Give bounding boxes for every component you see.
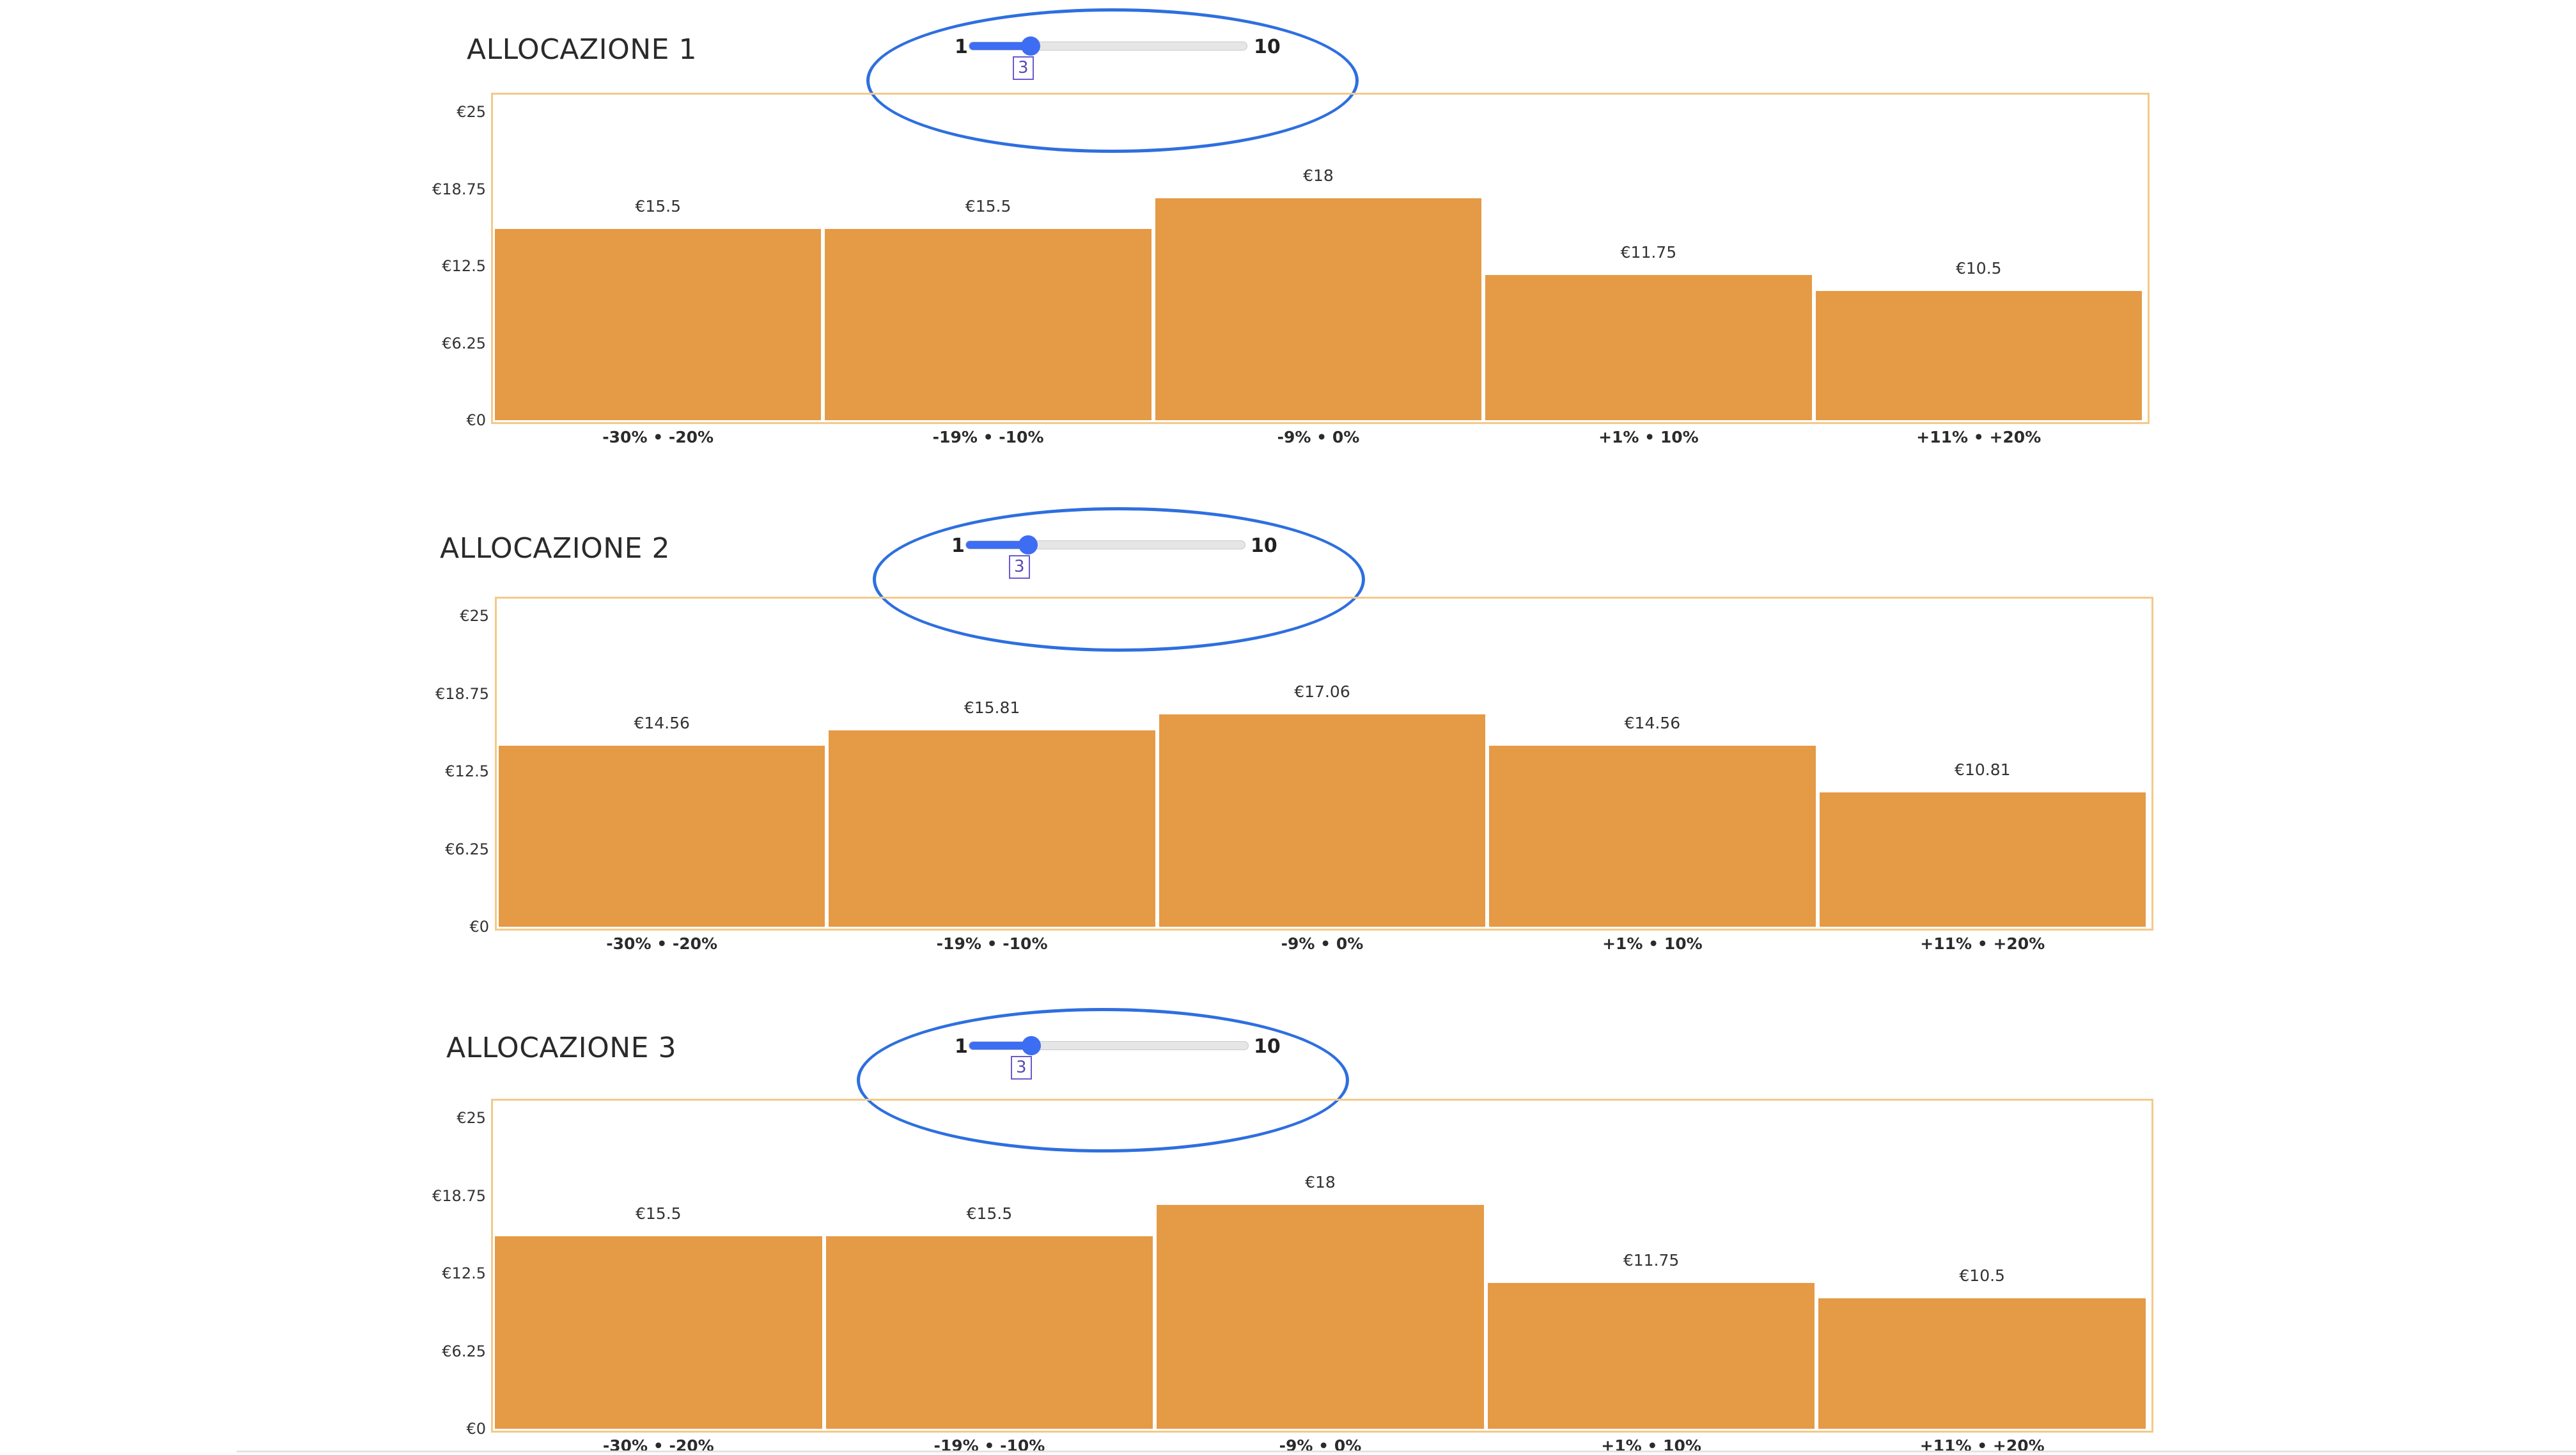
slider-min-label: 1 (955, 1035, 968, 1058)
bar (1485, 275, 1812, 420)
bar-value-label: €10.81 (1955, 760, 2011, 779)
bar-value-label: €14.56 (1624, 713, 1681, 732)
slider-min-label: 1 (951, 535, 965, 557)
x-category-label: +11% • +20% (1920, 934, 2045, 953)
x-category-label: -19% • -10% (932, 428, 1044, 446)
x-category-label: -30% • -20% (602, 428, 714, 446)
y-tick-label: €12.5 (445, 762, 489, 780)
page-bottom-divider (237, 1451, 2576, 1452)
bar (495, 229, 822, 420)
bar-value-label: €15.81 (964, 698, 1020, 717)
y-tick-label: €18.75 (432, 1186, 486, 1205)
bar (825, 229, 1151, 420)
highlight-ellipse (866, 8, 1359, 153)
y-tick-label: €12.5 (442, 257, 486, 275)
y-tick-label: €12.5 (442, 1264, 486, 1282)
bar (499, 745, 825, 927)
plot-area (495, 597, 2153, 931)
section-title: ALLOCAZIONE 1 (467, 33, 697, 66)
slider-max-label: 10 (1254, 1035, 1281, 1058)
slider-fill (969, 1042, 1031, 1050)
bar-value-label: €15.5 (635, 197, 681, 216)
section-title: ALLOCAZIONE 3 (446, 1032, 676, 1064)
x-category-label: +11% • +20% (1916, 428, 2041, 446)
slider-min-label: 1 (955, 36, 968, 58)
highlight-ellipse (873, 507, 1365, 652)
highlight-ellipse (857, 1008, 1349, 1152)
x-category-label: +1% • 10% (1602, 934, 1703, 953)
slider-value-box: 3 (1009, 555, 1030, 579)
slider-track[interactable] (965, 535, 1245, 554)
bar-value-label: €14.56 (634, 713, 690, 732)
bar-value-label: €18 (1305, 1173, 1336, 1192)
slider-fill (969, 42, 1031, 50)
bar (1157, 1205, 1484, 1429)
bar-value-label: €18 (1303, 166, 1334, 185)
bar (1487, 1282, 1815, 1429)
bar (1155, 198, 1482, 420)
slider-value-box: 3 (1011, 1056, 1032, 1080)
bar-value-label: €10.5 (1959, 1266, 2005, 1285)
slider-thumb[interactable] (1021, 1036, 1041, 1055)
y-tick-label: €0 (469, 918, 489, 936)
y-tick-label: €0 (466, 411, 486, 429)
x-category-label: -30% • -20% (606, 934, 718, 953)
y-tick-label: €25 (460, 607, 489, 625)
x-category-label: -9% • 0% (1281, 934, 1364, 953)
section-title: ALLOCAZIONE 2 (440, 532, 670, 565)
y-tick-label: €25 (457, 103, 486, 121)
slider-fill (966, 541, 1028, 549)
y-tick-label: €6.25 (445, 840, 489, 858)
bar (1815, 290, 2142, 420)
bar (829, 730, 1155, 927)
bar (825, 1236, 1153, 1429)
bar-value-label: €17.06 (1294, 682, 1350, 702)
slider-track[interactable] (969, 36, 1247, 56)
bar-value-label: €10.5 (1956, 258, 2002, 278)
y-tick-label: €6.25 (442, 334, 486, 352)
x-category-label: -9% • 0% (1277, 428, 1360, 446)
slider-max-label: 10 (1254, 36, 1281, 58)
slider-value-box: 3 (1013, 56, 1034, 80)
y-tick-label: €6.25 (442, 1342, 486, 1360)
bar-value-label: €15.5 (966, 1204, 1013, 1223)
bar-value-label: €11.75 (1623, 1250, 1680, 1270)
bar (1489, 745, 1816, 927)
bar (1159, 714, 1486, 927)
bar (495, 1236, 822, 1429)
y-tick-label: €25 (457, 1109, 486, 1127)
slider-thumb[interactable] (1021, 36, 1041, 56)
y-tick-label: €0 (466, 1420, 486, 1438)
allocation-section-2: ALLOCAZIONE 2 1 10 3 €25 €18.75 €12.5 €6.25… (435, 507, 2153, 953)
allocation-section-1: ALLOCAZIONE 1 1 10 3 €25 €18.75 €12.5 €6.25… (0, 0, 2576, 448)
y-tick-label: €18.75 (432, 180, 486, 198)
slider-track[interactable] (969, 1036, 1249, 1055)
slider-thumb[interactable] (1018, 535, 1038, 554)
plot-area (491, 1099, 2153, 1433)
plot-area (491, 93, 2150, 424)
x-category-label: +1% • 10% (1598, 428, 1699, 446)
bar-value-label: €15.5 (636, 1204, 682, 1223)
x-category-label: -19% • -10% (936, 934, 1048, 953)
bar (1818, 1298, 2146, 1429)
y-tick-label: €18.75 (435, 684, 489, 703)
slider-max-label: 10 (1251, 535, 1277, 557)
bar (1819, 792, 2146, 927)
bar-value-label: €15.5 (965, 197, 1011, 216)
bar-value-label: €11.75 (1620, 243, 1677, 262)
